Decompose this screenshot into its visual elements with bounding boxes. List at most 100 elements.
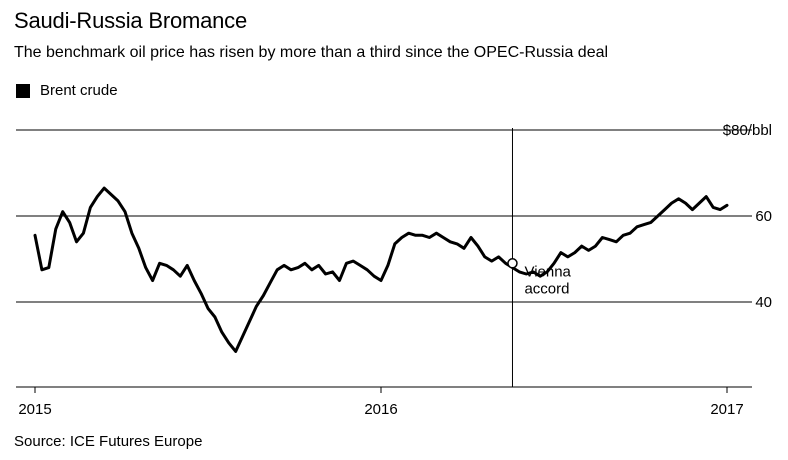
data-point xyxy=(678,198,680,200)
data-point xyxy=(664,209,666,211)
data-point xyxy=(124,211,126,213)
data-point xyxy=(595,245,597,247)
data-point xyxy=(401,237,403,238)
data-point xyxy=(698,202,700,204)
legend-label: Brent crude xyxy=(40,82,118,99)
data-point xyxy=(428,237,430,238)
data-point xyxy=(138,247,140,249)
data-point xyxy=(684,202,686,204)
legend-swatch xyxy=(16,83,30,98)
data-point xyxy=(380,280,382,281)
data-point xyxy=(283,264,285,266)
annotation-label: Vienna xyxy=(524,263,571,280)
series-line-brent-crude xyxy=(33,186,729,353)
data-point xyxy=(235,350,237,352)
data-point xyxy=(145,267,147,269)
data-point xyxy=(359,264,361,266)
data-point xyxy=(41,269,43,271)
data-point xyxy=(269,282,271,284)
data-point xyxy=(691,209,693,211)
data-point xyxy=(214,316,216,318)
data-point xyxy=(636,226,638,228)
data-point xyxy=(601,237,603,238)
data-point xyxy=(629,232,631,234)
data-point xyxy=(255,305,257,307)
x-tick-label: 2015 xyxy=(18,401,51,418)
chart-subtitle: The benchmark oil price has risen by mor… xyxy=(14,44,609,61)
data-point xyxy=(89,206,91,208)
x-tick-label: 2016 xyxy=(364,401,397,418)
data-point xyxy=(705,196,707,198)
x-tick-label: 2017 xyxy=(710,401,743,418)
y-tick-label: 60 xyxy=(755,208,772,225)
data-point xyxy=(318,264,320,266)
data-point xyxy=(463,247,465,249)
data-point xyxy=(581,245,583,247)
data-point xyxy=(110,194,112,195)
data-point xyxy=(352,260,354,262)
y-tick-label: 40 xyxy=(755,294,772,311)
data-point xyxy=(249,320,251,322)
data-point xyxy=(525,273,527,275)
data-point xyxy=(567,256,569,258)
annotation-label: accord xyxy=(524,280,569,297)
data-point xyxy=(186,264,188,266)
data-point xyxy=(193,280,195,281)
data-point xyxy=(34,234,36,236)
data-point xyxy=(449,241,451,243)
y-tick-label: $80/bbl xyxy=(723,122,772,139)
data-point xyxy=(415,234,417,236)
data-point xyxy=(498,256,500,258)
data-point xyxy=(48,267,50,269)
data-point xyxy=(657,215,659,217)
data-point xyxy=(532,271,534,273)
data-point xyxy=(159,262,161,264)
data-point xyxy=(422,234,424,236)
chart-title: Saudi-Russia Bromance xyxy=(14,8,248,33)
data-point xyxy=(442,237,444,238)
data-point xyxy=(539,275,541,277)
data-point xyxy=(484,256,486,258)
data-point xyxy=(304,262,306,264)
data-point xyxy=(615,241,617,243)
data-point xyxy=(290,269,292,271)
data-point xyxy=(165,264,167,266)
data-point xyxy=(103,187,105,189)
data-point xyxy=(435,232,437,234)
data-point xyxy=(622,234,624,236)
data-point xyxy=(477,245,479,247)
vienna-accord-marker xyxy=(507,258,518,269)
data-point xyxy=(55,228,57,230)
data-point xyxy=(574,252,576,254)
data-point xyxy=(345,262,347,264)
legend: Brent crude xyxy=(16,82,118,99)
data-point xyxy=(338,280,340,281)
source-note: Source: ICE Futures Europe xyxy=(14,433,203,450)
data-point xyxy=(394,243,396,245)
data-point xyxy=(76,241,78,243)
data-point xyxy=(332,271,334,273)
data-point xyxy=(560,252,562,254)
data-point xyxy=(207,307,209,309)
data-point xyxy=(408,232,410,234)
data-point xyxy=(276,269,278,271)
data-point xyxy=(726,204,728,206)
data-point xyxy=(82,232,84,234)
data-point xyxy=(325,273,327,275)
data-point xyxy=(262,295,264,297)
data-point xyxy=(179,275,181,277)
data-point xyxy=(518,271,520,273)
data-point xyxy=(712,206,714,208)
data-point xyxy=(297,267,299,269)
data-point xyxy=(242,335,244,337)
data-point xyxy=(228,342,230,344)
data-point xyxy=(221,331,223,333)
data-point xyxy=(117,200,119,202)
data-point xyxy=(62,211,64,213)
data-point xyxy=(200,292,202,294)
data-point xyxy=(366,269,368,271)
data-point xyxy=(96,196,98,198)
data-point xyxy=(152,280,154,281)
data-point xyxy=(373,275,375,277)
